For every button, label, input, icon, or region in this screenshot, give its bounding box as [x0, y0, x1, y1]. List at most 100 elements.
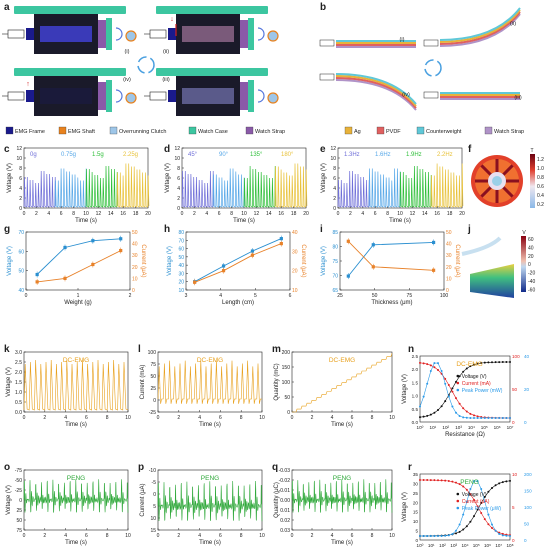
data-point — [444, 400, 447, 403]
potential-surface — [470, 264, 514, 298]
y3-tick-label: 0 — [524, 420, 527, 425]
y-tick-label: 10 — [413, 519, 419, 524]
y-tick-label: 50 — [18, 269, 24, 275]
y-tick-label: 12 — [16, 146, 22, 152]
data-point — [447, 384, 450, 387]
y-tick-label: 75 — [150, 362, 156, 368]
x-tick-label: 0 — [157, 415, 160, 421]
data-point — [432, 240, 436, 245]
x-tick-label: 4 — [47, 211, 50, 217]
data-point — [371, 265, 375, 269]
y-tick-label: 20 — [178, 280, 184, 286]
colorbar-unit: T — [530, 148, 533, 154]
x-tick-label: 0 — [157, 533, 160, 539]
chart-title: PENG — [333, 475, 351, 482]
connector — [149, 29, 167, 39]
y-tick-label: 3.0 — [15, 350, 22, 356]
data-point — [455, 397, 457, 400]
x-tick-label: 1 — [77, 293, 80, 299]
data-point — [426, 414, 429, 417]
state-label: (iii) — [514, 95, 521, 101]
x-axis-label: Time (s) — [331, 422, 353, 428]
y-tick-label: 15 — [413, 510, 419, 515]
y2-tick-label: 30 — [446, 253, 452, 259]
x-tick-label: 10⁵ — [473, 543, 480, 548]
colorbar-tick: 0 — [528, 262, 531, 268]
panel-label-b: b — [320, 2, 326, 13]
data-point — [476, 480, 479, 483]
legend-label: 2.25g — [123, 152, 138, 158]
emg-shaft — [182, 26, 234, 42]
state-label: (i) — [400, 37, 405, 43]
rotation-arrow-icon — [257, 89, 265, 103]
y-tick-label: 0.01 — [280, 508, 290, 514]
y-tick-label: 0.5 — [412, 407, 419, 412]
x-tick-label: 6 — [351, 533, 354, 539]
data-point — [422, 395, 425, 398]
y-tick-label: 0 — [153, 492, 156, 498]
watch-case-side — [106, 80, 112, 112]
x-tick-label: 12 — [96, 211, 102, 217]
series-line — [23, 359, 129, 411]
y-tick-label: 50 — [178, 255, 184, 261]
chart-g: 40 50 60 70 0 1 2 Weight (g) Voltage (V) 0 10 20 30 4… — [7, 230, 146, 306]
y-tick-label: 25 — [413, 491, 419, 496]
data-point — [498, 361, 501, 364]
x-tick-label: 8 — [72, 211, 75, 217]
legend-label: Current (μA) — [462, 499, 490, 505]
data-point — [447, 395, 450, 398]
x-tick-label: 10⁴ — [468, 425, 475, 430]
panel-label-j: j — [467, 224, 471, 235]
y-tick-label: 15 — [150, 528, 156, 534]
series-group — [346, 238, 436, 280]
data-point — [426, 479, 429, 482]
connector — [149, 91, 167, 101]
y-tick-label: 40 — [18, 288, 24, 294]
data-point — [437, 368, 439, 371]
data-point — [437, 534, 439, 537]
y-axis-label: Quantity (mC) — [274, 363, 280, 400]
y2-tick-label: 30 — [132, 253, 138, 259]
x-tick-label: 50 — [372, 293, 378, 299]
chart-n: 10⁰ 10¹ 10² 10³ 10⁴ 10⁵ 10⁶ 10⁷ 0.0 0.5 1.0 1.5 2.0 2… — [402, 354, 530, 438]
data-point — [473, 416, 475, 419]
y-tick-label: -5 — [152, 480, 157, 486]
watch-case — [156, 68, 268, 76]
data-point — [494, 417, 497, 419]
data-point — [451, 387, 454, 390]
y-tick-label: 70 — [332, 274, 338, 280]
legend-label: Overrunning Clutch — [119, 129, 166, 135]
watch-drawing — [2, 6, 137, 54]
data-point — [487, 490, 490, 493]
y-axis-label: Voltage (V) — [402, 374, 408, 404]
series-line — [36, 238, 121, 275]
colorbar-tick: 20 — [528, 254, 534, 260]
colorbar-tick: 60 — [528, 237, 534, 243]
legend-swatch — [5, 126, 14, 135]
data-point — [458, 414, 461, 417]
y-tick-label: 65 — [332, 288, 338, 294]
series-group: PENG — [157, 475, 263, 522]
x-axis-label: Length (cm) — [222, 300, 254, 306]
y2-axis-label: Current (μA) — [454, 244, 460, 277]
y3-tick-label: 20 — [524, 387, 530, 392]
y-axis-label: Voltage (V) — [167, 246, 173, 276]
y-tick-label: 2 — [333, 196, 336, 202]
y-axis-label: Quantity (μC) — [274, 482, 280, 518]
y2-tick-label: 10 — [512, 472, 518, 477]
data-point — [476, 508, 479, 511]
legend-swatch — [109, 126, 118, 135]
y-tick-label: 0 — [19, 206, 22, 212]
colorbar — [530, 154, 535, 208]
data-point — [458, 523, 461, 526]
x-axis-label: Time (s) — [75, 218, 97, 224]
y-tick-label: 2.0 — [15, 370, 22, 376]
x-tick-label: 16 — [120, 211, 126, 217]
series-line — [347, 241, 434, 277]
y-tick-label: -75 — [15, 468, 22, 474]
colorbar-tick: 40 — [528, 245, 534, 251]
y3-tick-label: 150 — [524, 489, 532, 494]
connector — [423, 91, 439, 99]
